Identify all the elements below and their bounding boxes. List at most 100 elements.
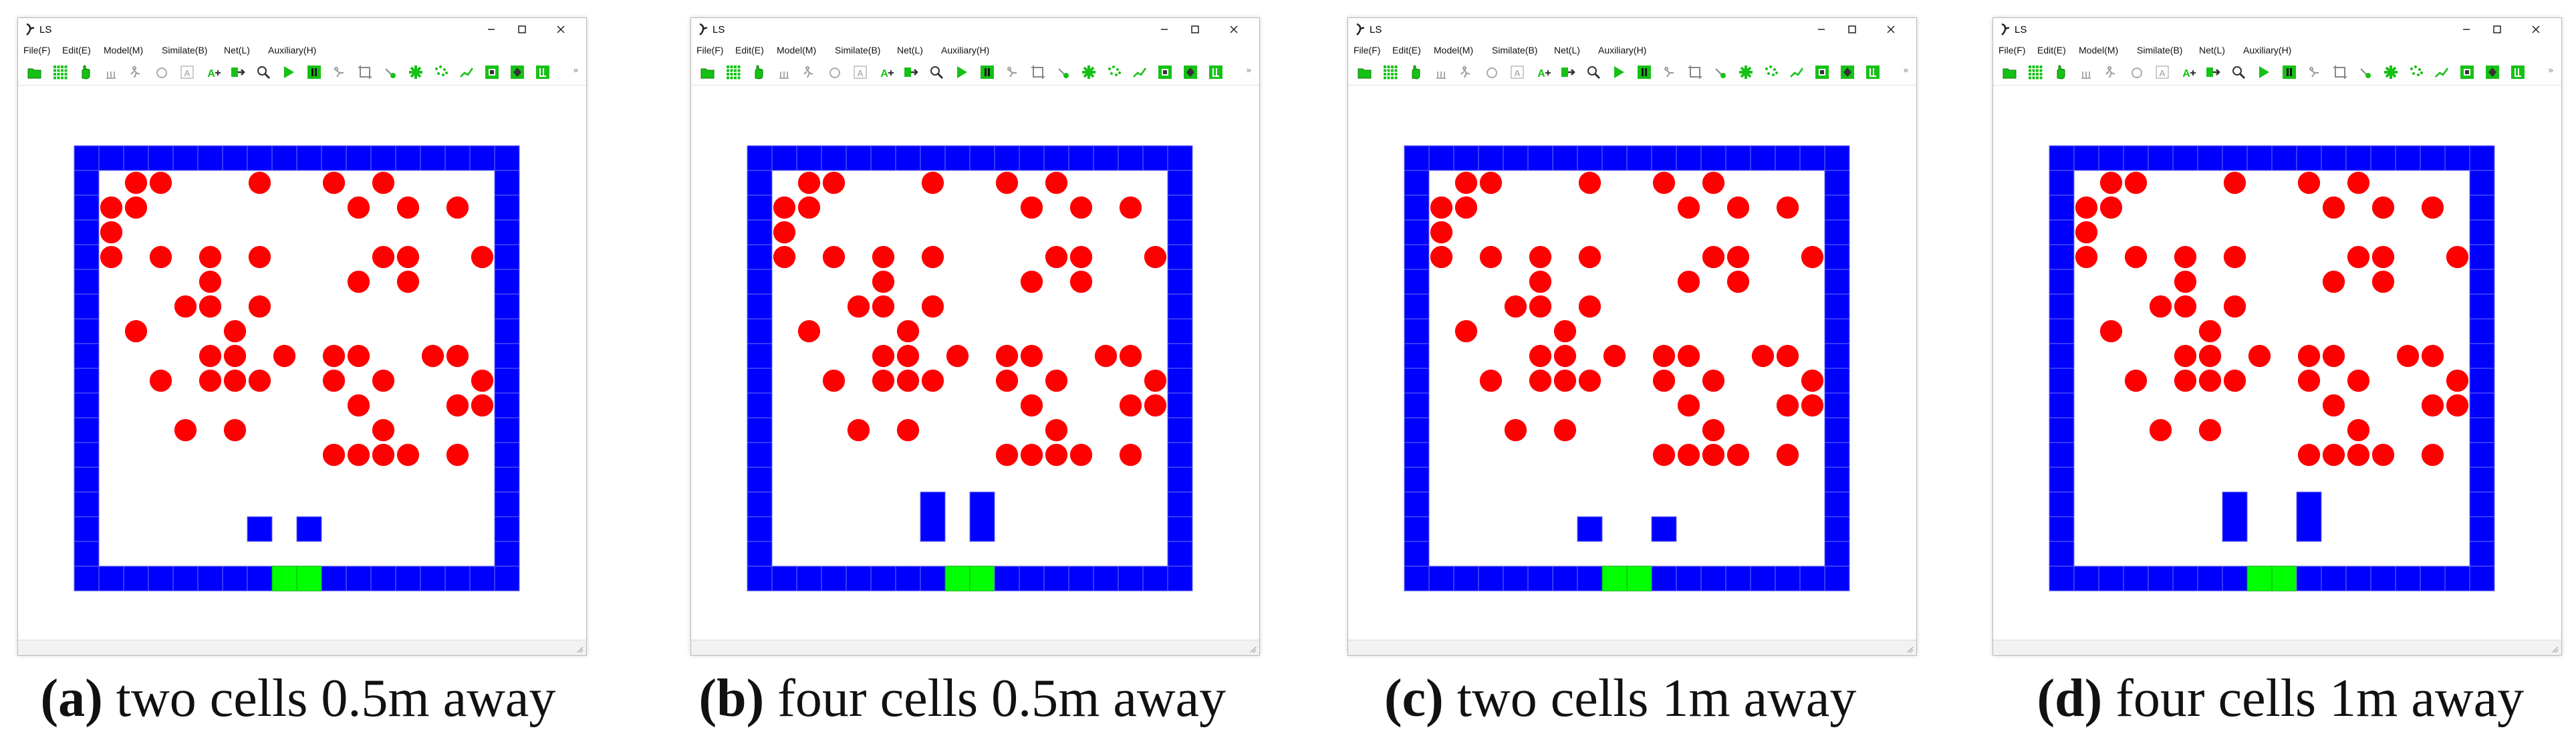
target-button[interactable] [2484,64,2501,81]
pillar-button[interactable] [775,64,793,81]
menu-file[interactable]: File(F) [1999,45,2026,55]
text-box-button[interactable]: A [178,64,196,81]
cross-button[interactable] [1080,64,1098,81]
text-add-button[interactable]: A [2179,64,2196,81]
toolbar-overflow-icon[interactable]: » [1246,65,1251,75]
cross-button[interactable] [2382,64,2400,81]
crop-button[interactable] [1029,64,1047,81]
walker-button[interactable] [2306,64,2323,81]
open-button[interactable] [699,64,717,81]
play-button[interactable] [953,64,971,81]
target-button[interactable] [1839,64,1856,81]
crop-button[interactable] [356,64,374,81]
minimize-button[interactable] [1150,21,1179,38]
hand-button[interactable] [1407,64,1424,81]
menu-file[interactable]: File(F) [696,45,724,55]
menu-edit[interactable]: Edit(E) [1392,45,1421,55]
close-button[interactable] [1876,21,1906,38]
text-box-button[interactable]: A [852,64,869,81]
pause-button[interactable] [979,64,996,81]
exit-button[interactable] [534,64,551,81]
scatter-button[interactable] [2408,64,2425,81]
open-button[interactable] [1356,64,1374,81]
menu-auxiliary[interactable]: Auxiliary(H) [941,45,990,55]
menu-net[interactable]: Net(L) [224,45,250,55]
menu-similate[interactable]: Similate(B) [2137,45,2183,55]
line-button[interactable] [1131,64,1148,81]
search-button[interactable] [928,64,945,81]
resize-grip-icon[interactable] [2551,644,2559,653]
target-button[interactable] [1182,64,1199,81]
run-figure-button[interactable] [1458,64,1475,81]
walker-button[interactable] [1004,64,1021,81]
line-button[interactable] [1788,64,1805,81]
menu-edit[interactable]: Edit(E) [62,45,91,55]
menu-similate[interactable]: Similate(B) [162,45,208,55]
open-button[interactable] [26,64,43,81]
close-button[interactable] [1219,21,1249,38]
cell-button[interactable] [1156,64,1174,81]
pillar-button[interactable] [1432,64,1450,81]
text-add-button[interactable]: A [877,64,894,81]
menu-edit[interactable]: Edit(E) [2037,45,2066,55]
play-button[interactable] [280,64,297,81]
exit-button[interactable] [2509,64,2527,81]
arrow-button[interactable] [902,64,920,81]
menu-edit[interactable]: Edit(E) [735,45,764,55]
hand-button[interactable] [2052,64,2069,81]
menu-model[interactable]: Model(M) [104,45,144,55]
hand-button[interactable] [77,64,94,81]
arrow-button[interactable] [2204,64,2222,81]
run-figure-button[interactable] [128,64,145,81]
menu-model[interactable]: Model(M) [777,45,817,55]
crop-button[interactable] [2331,64,2349,81]
maximize-button[interactable] [1837,21,1867,38]
circle-button[interactable] [153,64,170,81]
play-button[interactable] [1610,64,1628,81]
menu-file[interactable]: File(F) [1354,45,1381,55]
line-button[interactable] [2433,64,2450,81]
menu-similate[interactable]: Similate(B) [835,45,881,55]
circle-button[interactable] [826,64,844,81]
menu-auxiliary[interactable]: Auxiliary(H) [2243,45,2292,55]
menu-file[interactable]: File(F) [23,45,51,55]
point-button[interactable] [2357,64,2374,81]
menu-net[interactable]: Net(L) [1554,45,1580,55]
toolbar-overflow-icon[interactable]: » [2548,65,2553,75]
maximize-button[interactable] [507,21,537,38]
minimize-button[interactable] [2452,21,2481,38]
grid-button[interactable] [725,64,742,81]
menu-similate[interactable]: Similate(B) [1492,45,1538,55]
crop-button[interactable] [1686,64,1704,81]
exit-button[interactable] [1864,64,1882,81]
toolbar-overflow-icon[interactable]: » [573,65,578,75]
pause-button[interactable] [1636,64,1653,81]
scatter-button[interactable] [432,64,450,81]
menu-model[interactable]: Model(M) [1434,45,1474,55]
cross-button[interactable] [407,64,424,81]
cell-button[interactable] [1813,64,1831,81]
exit-button[interactable] [1207,64,1225,81]
cell-button[interactable] [2458,64,2476,81]
line-button[interactable] [458,64,475,81]
target-button[interactable] [509,64,526,81]
run-figure-button[interactable] [2103,64,2120,81]
text-add-button[interactable]: A [204,64,221,81]
grid-button[interactable] [1382,64,1399,81]
point-button[interactable] [1055,64,1072,81]
walker-button[interactable] [1661,64,1678,81]
text-box-button[interactable]: A [2154,64,2171,81]
open-button[interactable] [2001,64,2019,81]
pillar-button[interactable] [102,64,120,81]
menu-auxiliary[interactable]: Auxiliary(H) [1598,45,1647,55]
minimize-button[interactable] [1807,21,1836,38]
scatter-button[interactable] [1106,64,1123,81]
grid-button[interactable] [2027,64,2044,81]
maximize-button[interactable] [1180,21,1210,38]
circle-button[interactable] [1483,64,1501,81]
play-button[interactable] [2255,64,2273,81]
maximize-button[interactable] [2482,21,2512,38]
menu-model[interactable]: Model(M) [2079,45,2119,55]
cell-button[interactable] [483,64,501,81]
text-box-button[interactable]: A [1509,64,1526,81]
